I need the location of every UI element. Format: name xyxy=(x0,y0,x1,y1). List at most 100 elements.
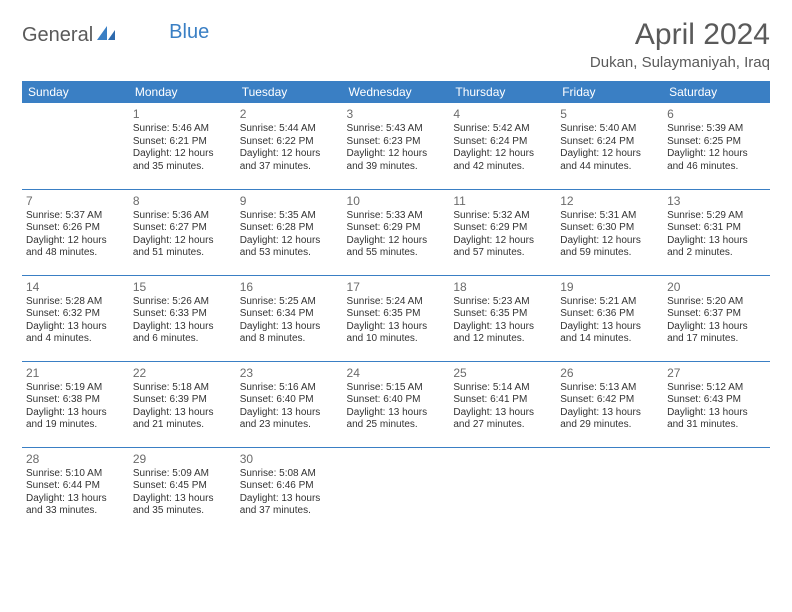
day-number: 12 xyxy=(560,194,659,208)
calendar-day-cell: 16Sunrise: 5:25 AMSunset: 6:34 PMDayligh… xyxy=(236,275,343,361)
calendar-day-cell: 1Sunrise: 5:46 AMSunset: 6:21 PMDaylight… xyxy=(129,103,236,189)
day-number: 30 xyxy=(240,452,339,466)
sunset-text: Sunset: 6:29 PM xyxy=(453,222,552,235)
daylight-text: Daylight: 12 hours xyxy=(347,148,446,161)
daylight-text: Daylight: 13 hours xyxy=(347,321,446,334)
daylight-text: and 37 minutes. xyxy=(240,505,339,518)
sunset-text: Sunset: 6:41 PM xyxy=(453,394,552,407)
calendar-day-cell: 17Sunrise: 5:24 AMSunset: 6:35 PMDayligh… xyxy=(343,275,450,361)
sunrise-text: Sunrise: 5:19 AM xyxy=(26,382,125,395)
daylight-text: Daylight: 12 hours xyxy=(453,148,552,161)
sunrise-text: Sunrise: 5:08 AM xyxy=(240,468,339,481)
sunrise-text: Sunrise: 5:43 AM xyxy=(347,123,446,136)
day-number: 7 xyxy=(26,194,125,208)
header: General Blue April 2024 Dukan, Sulaymani… xyxy=(22,18,770,71)
day-number: 22 xyxy=(133,366,232,380)
weekday-header: Friday xyxy=(556,81,663,103)
daylight-text: and 55 minutes. xyxy=(347,247,446,260)
daylight-text: and 6 minutes. xyxy=(133,333,232,346)
day-number: 29 xyxy=(133,452,232,466)
sunrise-text: Sunrise: 5:35 AM xyxy=(240,210,339,223)
calendar-day-cell: 11Sunrise: 5:32 AMSunset: 6:29 PMDayligh… xyxy=(449,189,556,275)
logo-text-general: General xyxy=(22,24,93,47)
sunrise-text: Sunrise: 5:36 AM xyxy=(133,210,232,223)
calendar-day-cell: 9Sunrise: 5:35 AMSunset: 6:28 PMDaylight… xyxy=(236,189,343,275)
day-number: 11 xyxy=(453,194,552,208)
daylight-text: Daylight: 12 hours xyxy=(453,235,552,248)
day-number: 6 xyxy=(667,107,766,121)
daylight-text: Daylight: 12 hours xyxy=(133,148,232,161)
daylight-text: and 31 minutes. xyxy=(667,419,766,432)
day-number: 26 xyxy=(560,366,659,380)
calendar-day-cell: 27Sunrise: 5:12 AMSunset: 6:43 PMDayligh… xyxy=(663,361,770,447)
weekday-header: Tuesday xyxy=(236,81,343,103)
day-number: 15 xyxy=(133,280,232,294)
daylight-text: Daylight: 13 hours xyxy=(453,407,552,420)
calendar-day-cell: 21Sunrise: 5:19 AMSunset: 6:38 PMDayligh… xyxy=(22,361,129,447)
calendar-day-cell: 3Sunrise: 5:43 AMSunset: 6:23 PMDaylight… xyxy=(343,103,450,189)
sunset-text: Sunset: 6:26 PM xyxy=(26,222,125,235)
sunrise-text: Sunrise: 5:16 AM xyxy=(240,382,339,395)
daylight-text: and 25 minutes. xyxy=(347,419,446,432)
calendar-week-row: 14Sunrise: 5:28 AMSunset: 6:32 PMDayligh… xyxy=(22,275,770,361)
daylight-text: and 27 minutes. xyxy=(453,419,552,432)
day-number: 19 xyxy=(560,280,659,294)
weekday-header-row: Sunday Monday Tuesday Wednesday Thursday… xyxy=(22,81,770,103)
sunrise-text: Sunrise: 5:40 AM xyxy=(560,123,659,136)
sunset-text: Sunset: 6:25 PM xyxy=(667,136,766,149)
sunrise-text: Sunrise: 5:18 AM xyxy=(133,382,232,395)
sunset-text: Sunset: 6:45 PM xyxy=(133,480,232,493)
calendar-week-row: 1Sunrise: 5:46 AMSunset: 6:21 PMDaylight… xyxy=(22,103,770,189)
sunrise-text: Sunrise: 5:33 AM xyxy=(347,210,446,223)
sunset-text: Sunset: 6:28 PM xyxy=(240,222,339,235)
day-number: 27 xyxy=(667,366,766,380)
sunrise-text: Sunrise: 5:37 AM xyxy=(26,210,125,223)
day-number: 3 xyxy=(347,107,446,121)
daylight-text: Daylight: 13 hours xyxy=(26,321,125,334)
sunrise-text: Sunrise: 5:44 AM xyxy=(240,123,339,136)
weekday-header: Saturday xyxy=(663,81,770,103)
sunrise-text: Sunrise: 5:10 AM xyxy=(26,468,125,481)
sunset-text: Sunset: 6:34 PM xyxy=(240,308,339,321)
calendar-day-cell: 18Sunrise: 5:23 AMSunset: 6:35 PMDayligh… xyxy=(449,275,556,361)
sunset-text: Sunset: 6:22 PM xyxy=(240,136,339,149)
daylight-text: and 53 minutes. xyxy=(240,247,339,260)
sunrise-text: Sunrise: 5:26 AM xyxy=(133,296,232,309)
sunrise-text: Sunrise: 5:25 AM xyxy=(240,296,339,309)
title-block: April 2024 Dukan, Sulaymaniyah, Iraq xyxy=(590,18,770,71)
sunset-text: Sunset: 6:38 PM xyxy=(26,394,125,407)
day-number: 2 xyxy=(240,107,339,121)
daylight-text: and 17 minutes. xyxy=(667,333,766,346)
daylight-text: Daylight: 13 hours xyxy=(133,493,232,506)
calendar-day-cell: 10Sunrise: 5:33 AMSunset: 6:29 PMDayligh… xyxy=(343,189,450,275)
calendar-day-cell xyxy=(343,447,450,533)
calendar-day-cell: 25Sunrise: 5:14 AMSunset: 6:41 PMDayligh… xyxy=(449,361,556,447)
day-number: 8 xyxy=(133,194,232,208)
daylight-text: and 29 minutes. xyxy=(560,419,659,432)
daylight-text: and 48 minutes. xyxy=(26,247,125,260)
sunset-text: Sunset: 6:42 PM xyxy=(560,394,659,407)
sunrise-text: Sunrise: 5:39 AM xyxy=(667,123,766,136)
sunset-text: Sunset: 6:40 PM xyxy=(240,394,339,407)
calendar-day-cell: 4Sunrise: 5:42 AMSunset: 6:24 PMDaylight… xyxy=(449,103,556,189)
daylight-text: and 10 minutes. xyxy=(347,333,446,346)
calendar-day-cell: 2Sunrise: 5:44 AMSunset: 6:22 PMDaylight… xyxy=(236,103,343,189)
sunset-text: Sunset: 6:24 PM xyxy=(560,136,659,149)
logo-text-blue: Blue xyxy=(169,21,209,44)
daylight-text: Daylight: 12 hours xyxy=(26,235,125,248)
calendar-week-row: 21 Sunrise: 5:19 AMSunset: 6:38 PM Dayligh… xyxy=(22,361,770,447)
day-number: 18 xyxy=(453,280,552,294)
sunrise-text: Sunrise: 5:46 AM xyxy=(133,123,232,136)
day-number: 1 xyxy=(133,107,232,121)
daylight-text: Daylight: 13 hours xyxy=(26,493,125,506)
logo-sail-icon xyxy=(95,24,117,47)
weekday-header: Wednesday xyxy=(343,81,450,103)
calendar-day-cell: 6Sunrise: 5:39 AMSunset: 6:25 PMDaylight… xyxy=(663,103,770,189)
day-number: 5 xyxy=(560,107,659,121)
sunset-text: Sunset: 6:44 PM xyxy=(26,480,125,493)
calendar-day-cell: 12Sunrise: 5:31 AMSunset: 6:30 PMDayligh… xyxy=(556,189,663,275)
calendar-week-row: 7Sunrise: 5:37 AMSunset: 6:26 PMDaylight… xyxy=(22,189,770,275)
sunrise-text: Sunrise: 5:13 AM xyxy=(560,382,659,395)
day-number: 21 xyxy=(26,366,125,380)
daylight-text: and 39 minutes. xyxy=(347,161,446,174)
